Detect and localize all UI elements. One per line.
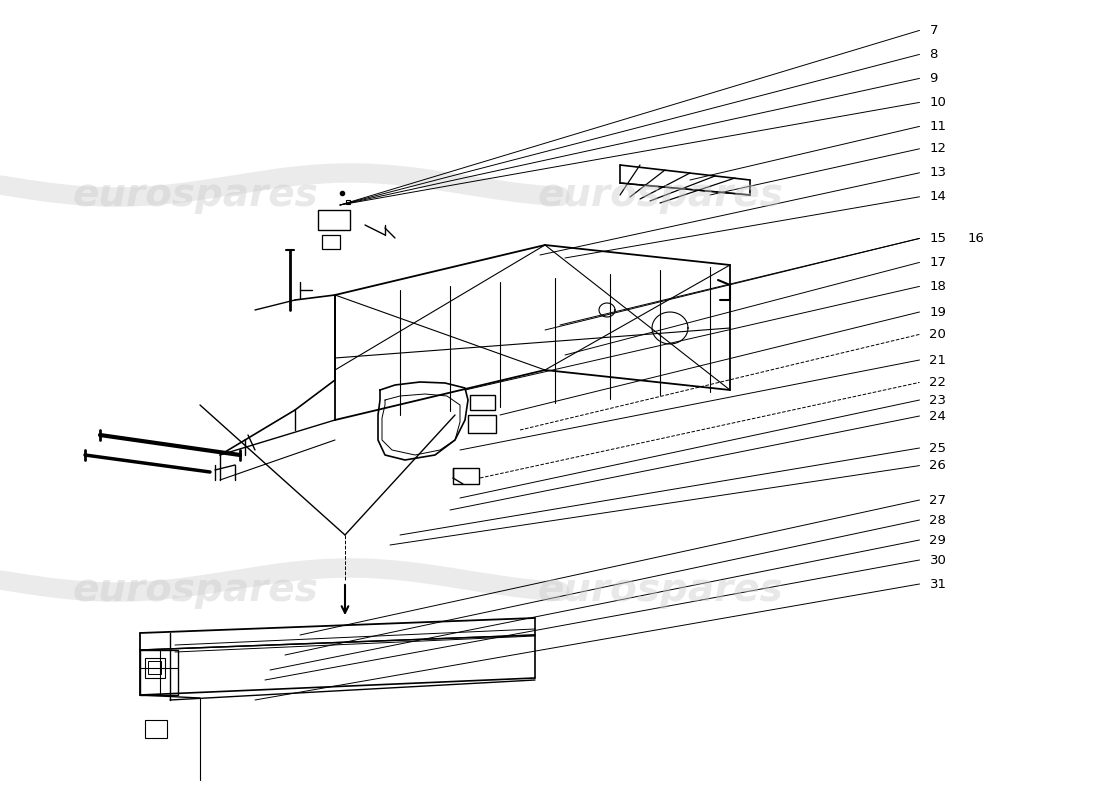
Text: 24: 24 <box>930 410 946 422</box>
Text: 10: 10 <box>930 96 946 109</box>
Text: 18: 18 <box>930 280 946 293</box>
Text: 31: 31 <box>930 578 946 590</box>
Text: eurospares: eurospares <box>73 571 318 609</box>
Bar <box>468 415 496 433</box>
Text: 28: 28 <box>930 514 946 526</box>
Bar <box>145 720 167 738</box>
Text: 27: 27 <box>930 494 946 506</box>
Text: eurospares: eurospares <box>73 176 318 214</box>
Bar <box>145 658 165 678</box>
Text: eurospares: eurospares <box>537 176 783 214</box>
Text: 11: 11 <box>930 120 946 133</box>
Text: 23: 23 <box>930 394 946 406</box>
Text: 22: 22 <box>930 376 946 389</box>
Bar <box>322 235 340 249</box>
Text: 9: 9 <box>930 72 938 85</box>
Text: 17: 17 <box>930 256 946 269</box>
Text: 16: 16 <box>968 232 984 245</box>
Text: 29: 29 <box>930 534 946 546</box>
Text: 14: 14 <box>930 190 946 203</box>
Text: 26: 26 <box>930 459 946 472</box>
Bar <box>453 468 478 484</box>
Text: 13: 13 <box>930 166 946 179</box>
Text: 30: 30 <box>930 554 946 566</box>
Text: 25: 25 <box>930 442 946 454</box>
Text: 12: 12 <box>930 142 946 155</box>
Text: 8: 8 <box>930 48 938 61</box>
Bar <box>318 210 350 230</box>
Text: 20: 20 <box>930 328 946 341</box>
Bar <box>140 650 178 695</box>
Text: 21: 21 <box>930 354 946 366</box>
Text: 19: 19 <box>930 306 946 318</box>
Bar <box>470 395 495 410</box>
Bar <box>148 661 161 674</box>
Text: eurospares: eurospares <box>537 571 783 609</box>
Text: 7: 7 <box>930 24 938 37</box>
Text: 15: 15 <box>930 232 946 245</box>
